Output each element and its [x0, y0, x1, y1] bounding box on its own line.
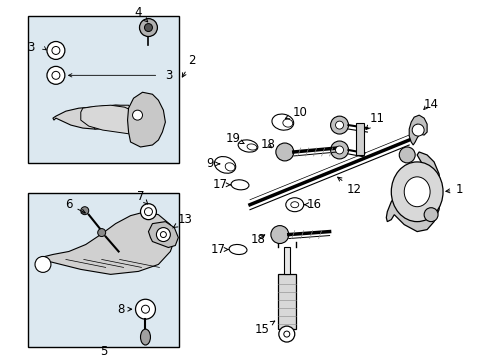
Ellipse shape [144, 208, 152, 216]
Polygon shape [53, 105, 133, 129]
Text: 17: 17 [212, 178, 230, 191]
Text: 9: 9 [206, 157, 219, 170]
Text: 13: 13 [172, 213, 192, 228]
Text: 12: 12 [337, 177, 361, 196]
Ellipse shape [231, 180, 248, 190]
Text: 1: 1 [445, 183, 462, 196]
Ellipse shape [270, 226, 288, 243]
Ellipse shape [139, 19, 157, 36]
Ellipse shape [135, 299, 155, 319]
Bar [283, 247, 289, 274]
Ellipse shape [214, 157, 235, 173]
Text: 8: 8 [117, 303, 131, 316]
Polygon shape [148, 222, 178, 248]
Ellipse shape [47, 66, 65, 84]
Text: 2: 2 [182, 54, 196, 77]
Ellipse shape [52, 46, 60, 54]
Ellipse shape [156, 228, 170, 242]
Ellipse shape [141, 305, 149, 313]
Text: 3: 3 [164, 69, 172, 82]
Text: 3: 3 [27, 41, 35, 54]
Ellipse shape [278, 326, 294, 342]
Polygon shape [127, 92, 165, 147]
Ellipse shape [246, 144, 256, 150]
Ellipse shape [390, 162, 442, 222]
Ellipse shape [275, 143, 293, 161]
Ellipse shape [335, 121, 343, 129]
Text: 11: 11 [365, 112, 384, 130]
Text: 6: 6 [65, 198, 85, 213]
Text: 16: 16 [304, 198, 322, 211]
Ellipse shape [98, 229, 105, 237]
Polygon shape [386, 152, 440, 231]
Text: 10: 10 [285, 105, 306, 119]
Ellipse shape [132, 110, 142, 120]
Polygon shape [81, 105, 140, 134]
Ellipse shape [404, 177, 429, 207]
Polygon shape [408, 115, 426, 145]
Ellipse shape [229, 244, 246, 255]
Ellipse shape [282, 119, 292, 127]
Text: 19: 19 [225, 131, 244, 144]
Text: 15: 15 [254, 321, 274, 336]
Ellipse shape [81, 207, 88, 215]
Text: 5: 5 [100, 345, 107, 357]
Polygon shape [37, 212, 175, 274]
Text: 18: 18 [250, 233, 265, 246]
Ellipse shape [140, 329, 150, 345]
Bar [277, 274, 295, 329]
Bar [356, 123, 364, 155]
Ellipse shape [411, 124, 423, 136]
Ellipse shape [335, 146, 343, 154]
Text: 4: 4 [135, 6, 147, 22]
Ellipse shape [330, 141, 348, 159]
Bar [28, 193, 179, 347]
Ellipse shape [144, 24, 152, 32]
Ellipse shape [47, 41, 65, 59]
Text: 14: 14 [423, 98, 438, 111]
Polygon shape [91, 105, 133, 129]
Ellipse shape [285, 198, 303, 212]
Ellipse shape [271, 114, 293, 130]
Ellipse shape [52, 71, 60, 79]
Ellipse shape [283, 331, 289, 337]
Ellipse shape [225, 163, 234, 171]
Ellipse shape [423, 208, 437, 222]
Ellipse shape [238, 140, 257, 152]
Ellipse shape [398, 147, 414, 163]
Bar [28, 15, 179, 163]
Text: 7: 7 [137, 190, 147, 204]
Ellipse shape [290, 202, 298, 208]
Ellipse shape [140, 204, 156, 220]
Ellipse shape [160, 231, 166, 238]
Text: 18: 18 [260, 139, 275, 152]
Ellipse shape [330, 116, 348, 134]
Ellipse shape [35, 256, 51, 273]
Text: 17: 17 [210, 243, 228, 256]
